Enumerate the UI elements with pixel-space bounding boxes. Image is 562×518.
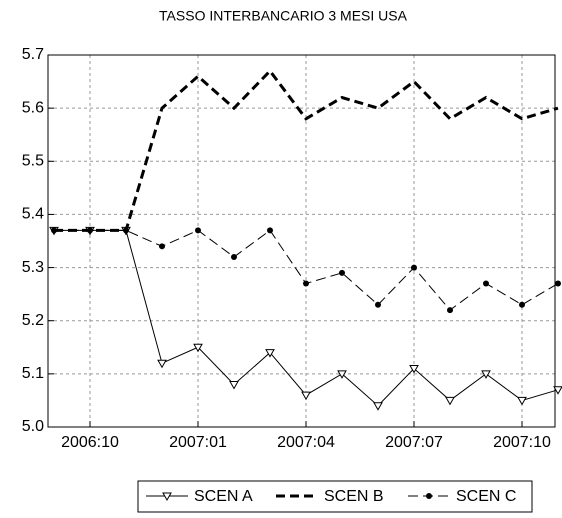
marker: [447, 307, 453, 314]
legend-label: SCEN A: [194, 488, 253, 505]
marker: [426, 493, 432, 499]
y-tick-label: 5.5: [22, 153, 44, 170]
y-tick-label: 5.6: [22, 99, 44, 116]
y-tick-label: 5.2: [22, 312, 44, 329]
marker: [229, 380, 239, 390]
marker: [193, 343, 203, 353]
y-tick-label: 5.3: [22, 259, 44, 276]
marker: [519, 301, 525, 308]
y-tick-label: 5.0: [22, 418, 44, 435]
marker: [157, 359, 167, 369]
marker: [375, 301, 381, 308]
x-tick-label: 2007:10: [493, 434, 551, 451]
x-tick-label: 2006:10: [61, 434, 119, 451]
marker: [481, 370, 491, 379]
marker: [87, 227, 93, 234]
marker: [483, 280, 489, 287]
legend-label: SCEN C: [456, 488, 516, 505]
marker: [265, 349, 275, 358]
marker: [231, 253, 237, 260]
marker: [267, 227, 273, 234]
marker: [301, 391, 311, 401]
marker: [337, 370, 347, 379]
marker: [159, 243, 165, 250]
marker: [445, 396, 455, 406]
marker: [411, 264, 417, 271]
marker: [553, 386, 562, 395]
x-tick-label: 2007:01: [169, 434, 227, 451]
legend-box: [137, 480, 533, 513]
marker: [303, 280, 309, 287]
legend-label: SCEN B: [324, 488, 384, 505]
marker: [373, 402, 383, 411]
y-tick-label: 5.1: [22, 365, 44, 382]
marker: [555, 280, 561, 287]
x-tick-label: 2007:04: [277, 434, 335, 451]
marker: [409, 365, 419, 374]
chart-title: TASSO INTERBANCARIO 3 MESI USA: [159, 8, 408, 24]
line-series: [54, 68, 559, 232]
marker: [51, 227, 57, 234]
y-tick-label: 5.4: [22, 206, 44, 223]
marker: [195, 227, 201, 234]
x-tick-label: 2007:07: [385, 434, 443, 451]
marker: [339, 269, 345, 276]
marker: [517, 396, 527, 406]
y-tick-label: 5.7: [22, 46, 44, 63]
marker: [123, 227, 129, 234]
plot-frame: [47, 54, 556, 428]
marker: [162, 492, 172, 502]
